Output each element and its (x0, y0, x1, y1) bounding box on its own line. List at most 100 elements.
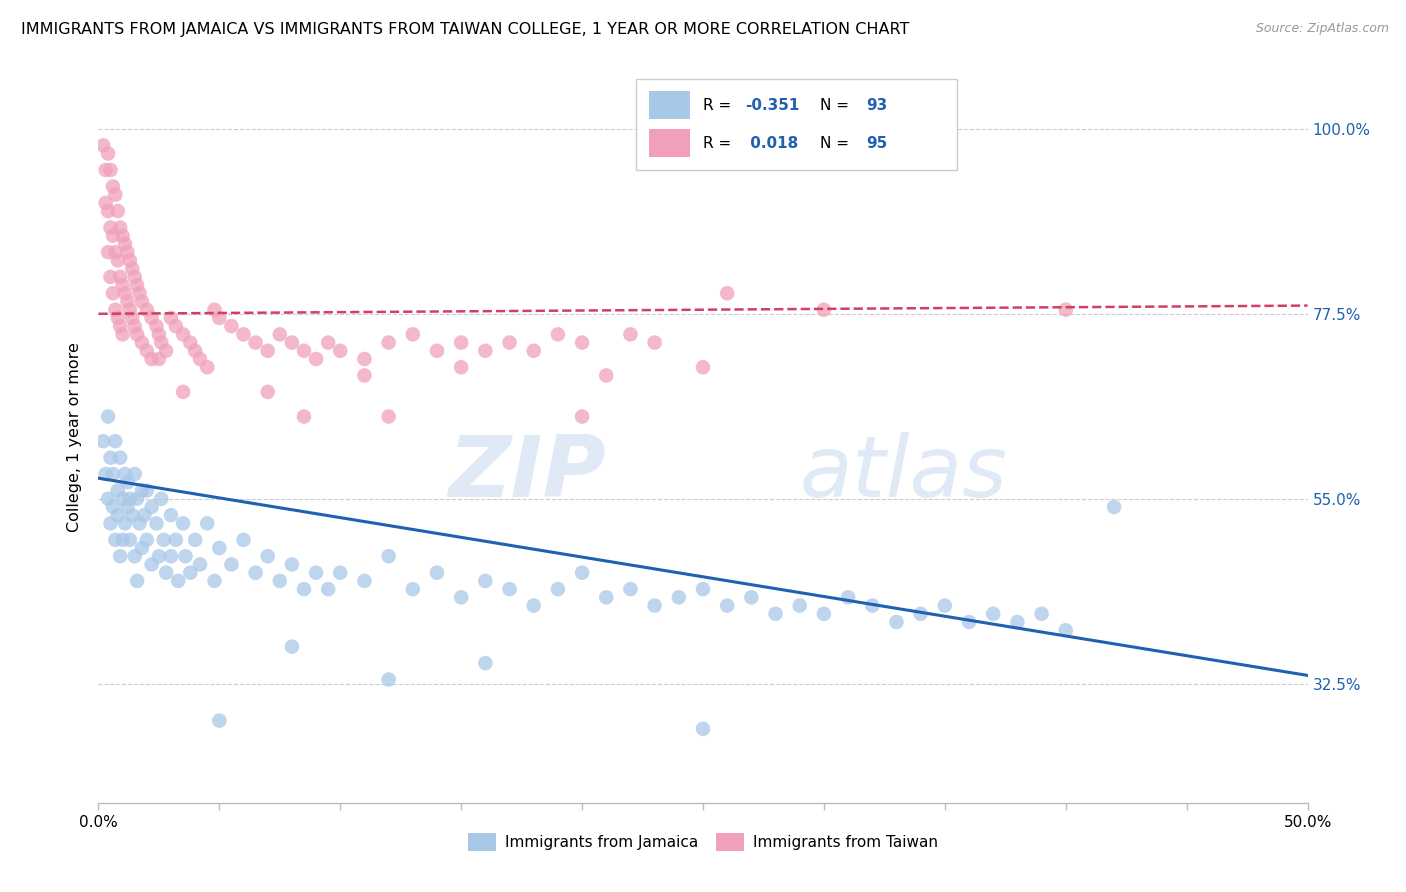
Point (208, 714, 231, 728)
Point (128, 516, 150, 531)
Point (121, 261, 143, 276)
Point (269, 327, 291, 342)
Point (148, 549, 170, 564)
Point (450, 591, 472, 605)
Point (127, 491, 149, 506)
Point (104, 245, 127, 260)
Point (155, 566, 177, 580)
Point (111, 327, 134, 342)
Point (450, 335, 472, 350)
Point (135, 483, 157, 498)
Point (145, 319, 167, 334)
Point (117, 294, 139, 309)
Point (292, 582, 315, 596)
Point (118, 533, 141, 547)
Point (221, 558, 243, 572)
Point (195, 360, 218, 375)
Point (450, 360, 472, 375)
Point (104, 533, 127, 547)
Legend: Immigrants from Jamaica, Immigrants from Taiwan: Immigrants from Jamaica, Immigrants from… (463, 827, 943, 857)
Point (245, 566, 267, 580)
Point (134, 508, 156, 523)
Point (523, 343, 546, 358)
Point (316, 582, 339, 596)
Point (150, 335, 173, 350)
Point (128, 286, 150, 301)
Point (910, 607, 932, 621)
Point (353, 574, 375, 588)
FancyBboxPatch shape (637, 78, 957, 170)
Point (208, 310, 231, 325)
Point (172, 327, 194, 342)
Text: Source: ZipAtlas.com: Source: ZipAtlas.com (1256, 22, 1389, 36)
Point (155, 343, 177, 358)
Point (498, 335, 520, 350)
Point (188, 351, 211, 366)
Point (498, 582, 520, 596)
Point (118, 302, 141, 317)
Point (1054, 302, 1077, 317)
Point (789, 599, 811, 613)
Point (619, 582, 641, 596)
Point (402, 582, 425, 596)
Point (740, 591, 762, 605)
Point (91, 138, 114, 153)
Point (124, 269, 146, 284)
Point (100, 516, 122, 531)
Point (281, 335, 304, 350)
Point (121, 508, 143, 523)
Text: N =: N = (820, 97, 855, 112)
Point (100, 269, 122, 284)
Point (111, 491, 134, 506)
Point (547, 582, 569, 596)
Point (353, 368, 375, 383)
Point (135, 343, 157, 358)
Point (131, 483, 153, 498)
Point (256, 343, 278, 358)
Point (97, 409, 120, 424)
Point (934, 599, 956, 613)
Point (316, 335, 339, 350)
Point (195, 516, 218, 531)
Point (232, 533, 254, 547)
Point (104, 434, 127, 449)
Point (150, 491, 173, 506)
Point (668, 591, 690, 605)
Point (329, 566, 352, 580)
Point (117, 475, 139, 490)
Point (101, 228, 124, 243)
Point (118, 253, 141, 268)
Text: 93: 93 (866, 97, 887, 112)
Point (117, 500, 139, 514)
Point (353, 351, 375, 366)
Point (245, 335, 267, 350)
Point (765, 607, 787, 621)
Point (131, 294, 153, 309)
Point (184, 343, 207, 358)
Point (124, 549, 146, 564)
Point (571, 566, 593, 580)
Point (94, 467, 117, 481)
Point (91, 434, 114, 449)
Text: R =: R = (703, 97, 737, 112)
Point (124, 467, 146, 481)
Point (184, 533, 207, 547)
Point (644, 335, 666, 350)
Point (474, 343, 496, 358)
Point (141, 500, 163, 514)
Point (174, 549, 197, 564)
Point (111, 228, 134, 243)
Point (165, 319, 187, 334)
Point (100, 450, 122, 465)
Point (160, 549, 183, 564)
Point (131, 335, 153, 350)
Point (281, 640, 304, 654)
Point (813, 607, 835, 621)
Point (141, 558, 163, 572)
Point (886, 615, 908, 629)
Point (114, 236, 136, 251)
Point (100, 163, 122, 178)
Point (179, 566, 201, 580)
Text: 95: 95 (866, 136, 887, 151)
Point (118, 491, 141, 506)
